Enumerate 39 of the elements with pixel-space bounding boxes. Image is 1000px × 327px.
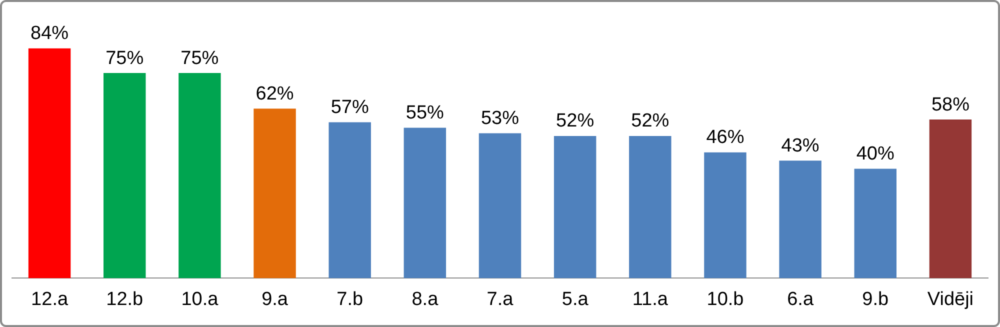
x-tick-label: 5.a — [562, 288, 589, 310]
bar — [704, 152, 746, 278]
data-label: 53% — [480, 108, 520, 129]
bar — [929, 120, 972, 278]
bar — [554, 136, 596, 278]
bar — [28, 48, 71, 278]
data-label: 55% — [406, 102, 444, 124]
data-label: 62% — [256, 83, 294, 104]
x-tick-label: 11.a — [632, 288, 668, 310]
bar — [254, 108, 296, 278]
x-tick-label: 7.a — [486, 288, 514, 310]
x-tick-label: 12.b — [106, 288, 144, 310]
x-tick-label: 8.a — [412, 288, 439, 310]
x-tick-label: 7.b — [336, 288, 364, 310]
bar — [478, 133, 522, 278]
x-tick-label: 9.b — [862, 288, 889, 310]
bar — [404, 128, 446, 278]
bar — [629, 136, 672, 278]
data-label: 58% — [931, 94, 970, 116]
data-label: 46% — [706, 127, 744, 148]
bar — [854, 168, 896, 278]
data-label: 57% — [330, 97, 369, 118]
bar — [779, 160, 822, 278]
bar — [178, 73, 221, 278]
data-label: 84% — [30, 23, 69, 44]
x-tick-label: 9.a — [262, 288, 288, 310]
x-tick-label: 12.a — [31, 288, 68, 310]
x-tick-label: 10.a — [181, 288, 219, 310]
data-label: 75% — [106, 48, 144, 69]
data-label: 52% — [631, 110, 670, 132]
data-label: 52% — [556, 110, 594, 132]
bar — [104, 73, 146, 278]
x-tick-label: 10.b — [706, 288, 744, 310]
bar — [328, 122, 371, 278]
data-label: 43% — [781, 135, 820, 156]
data-label: 75% — [180, 48, 219, 69]
x-tick-label: 6.a — [787, 288, 814, 310]
x-tick-label: Vidēji — [927, 288, 974, 310]
data-label: 40% — [856, 144, 895, 165]
